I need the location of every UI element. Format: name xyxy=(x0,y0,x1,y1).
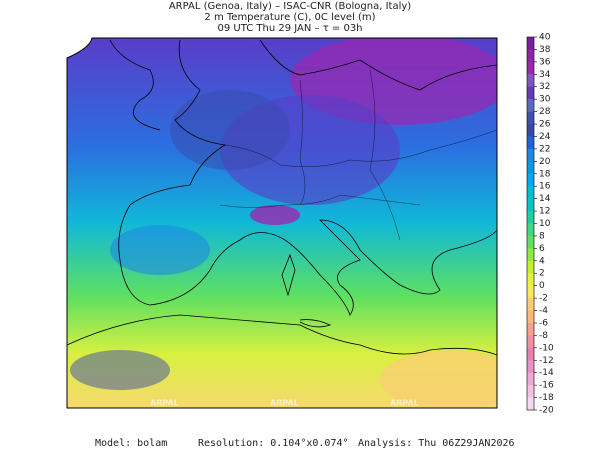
watermark: ARPAL xyxy=(150,399,179,408)
colorbar-label: -8 xyxy=(539,331,548,341)
colorbar-label: 8 xyxy=(539,231,545,241)
colorbar-label: 14 xyxy=(539,194,551,204)
footer-resolution: Resolution: 0.104°x0.074° xyxy=(198,438,349,449)
colorbar-label: -2 xyxy=(539,294,548,304)
colorbar-label: 36 xyxy=(539,57,551,67)
colorbar-label: 0 xyxy=(539,281,545,291)
footer-model: Model: bolam xyxy=(95,438,167,449)
colorbar-label: -14 xyxy=(539,368,554,378)
colorbar: 4038363432302826242220181614121086420-2-… xyxy=(526,33,554,416)
colorbar-label: -4 xyxy=(539,306,548,316)
colorbar-swatch xyxy=(527,335,534,349)
colorbar-swatch xyxy=(527,186,534,199)
colorbar-swatch xyxy=(527,161,534,175)
header-line: 2 m Temperature (C), 0C level (m) xyxy=(204,12,375,23)
colorbar-swatch xyxy=(527,173,534,187)
colorbar-label: 2 xyxy=(539,269,545,279)
colorbar-swatch xyxy=(527,248,534,262)
colorbar-swatch xyxy=(527,148,534,162)
colorbar-label: -16 xyxy=(539,381,554,391)
colorbar-swatch xyxy=(527,260,534,274)
colorbar-label: 30 xyxy=(539,95,551,105)
colorbar-label: -20 xyxy=(539,406,554,416)
colorbar-swatch xyxy=(527,235,534,249)
cold-area xyxy=(170,90,290,170)
colorbar-swatch xyxy=(527,198,534,212)
colorbar-swatch xyxy=(527,86,534,100)
atlas xyxy=(70,350,170,390)
colorbar-swatch xyxy=(527,223,534,237)
header-line: ARPAL (Genoa, Italy) – ISAC-CNR (Bologna… xyxy=(169,1,411,12)
header-line: 09 UTC Thu 29 JAN – τ = 03h xyxy=(217,23,362,34)
colorbar-swatch xyxy=(527,49,534,63)
colorbar-label: -12 xyxy=(539,356,554,366)
colorbar-label: 40 xyxy=(539,33,551,43)
coastlines xyxy=(67,39,497,356)
colorbar-label: 16 xyxy=(539,182,551,192)
colorbar-label: 38 xyxy=(539,45,551,55)
colorbar-label: 6 xyxy=(539,244,545,254)
colorbar-swatch xyxy=(527,211,534,224)
colorbar-label: -18 xyxy=(539,393,554,403)
colorbar-swatch xyxy=(527,61,534,75)
colorbar-swatch xyxy=(527,124,534,137)
colorbar-swatch xyxy=(527,322,534,336)
colorbar-label: 12 xyxy=(539,207,550,217)
alps xyxy=(250,205,300,225)
map-frame xyxy=(66,37,498,409)
colorbar-swatch xyxy=(527,111,534,125)
colorbar-swatch xyxy=(527,372,534,386)
footer-analysis: Analysis: Thu 06Z29JAN2026 xyxy=(358,438,515,449)
borders xyxy=(219,69,497,241)
colorbar-swatch xyxy=(527,397,534,411)
colorbar-swatch xyxy=(527,74,534,88)
colorbar-label: 26 xyxy=(539,120,551,130)
iberia xyxy=(110,225,210,275)
colorbar-swatch xyxy=(527,37,534,50)
colorbar-swatch xyxy=(527,360,534,373)
colorbar-label: 32 xyxy=(539,82,550,92)
map xyxy=(67,38,497,408)
colorbar-label: -6 xyxy=(539,318,548,328)
colorbar-swatch xyxy=(527,310,534,324)
colorbar-swatch xyxy=(527,347,534,361)
colorbar-label: 20 xyxy=(539,157,551,167)
colorbar-swatch xyxy=(527,99,534,112)
colorbar-swatch xyxy=(527,285,534,299)
colorbar-label: 4 xyxy=(539,256,545,266)
colorbar-label: 34 xyxy=(539,70,551,80)
colorbar-label: 22 xyxy=(539,144,550,154)
colorbar-label: 10 xyxy=(539,219,551,229)
warm-area xyxy=(380,350,497,408)
colorbar-swatch xyxy=(527,273,534,286)
watermark: ARPAL xyxy=(390,399,419,408)
colorbar-swatch xyxy=(527,136,534,150)
watermark: ARPAL xyxy=(270,399,299,408)
colorbar-label: 28 xyxy=(539,107,551,117)
colorbar-label: 18 xyxy=(539,169,551,179)
colorbar-label: -10 xyxy=(539,343,554,353)
colorbar-swatch xyxy=(527,385,534,398)
colorbar-label: 24 xyxy=(539,132,551,142)
colorbar-swatch xyxy=(527,298,534,311)
